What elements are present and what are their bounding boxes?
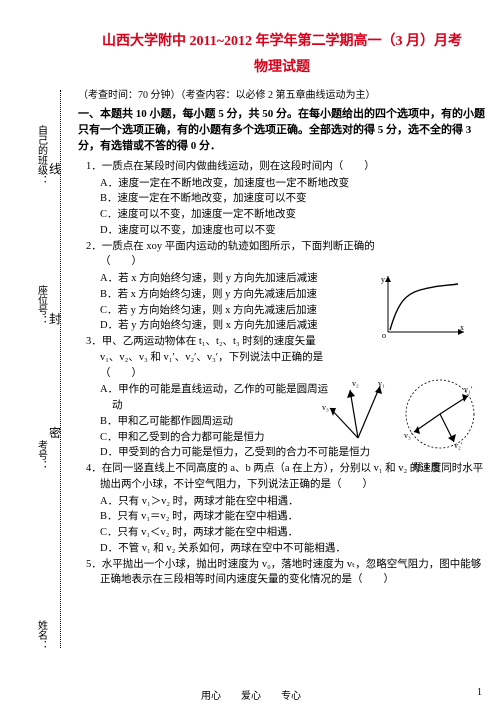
q3-figure: v₁ v₂ v₃ v₁′ v₂′ v₃′ xyxy=(322,370,478,462)
svg-text:v₃′: v₃′ xyxy=(404,431,413,440)
footer-b: 爱心 xyxy=(241,691,261,702)
main-title: 山西大学附中 2011~2012 年学年第二学期高一（3 月）月考 xyxy=(78,30,486,50)
exam-note: （考查时间：70 分钟）（考查内容：以必修 2 第五章曲线运动为主） xyxy=(78,86,486,101)
q1-stem: 1．一质点在某段时间内做曲线运动，则在这段时间内（ ） xyxy=(100,159,486,175)
svg-text:v₁′: v₁′ xyxy=(464,385,473,394)
q1-opt-d: D．速度可以不变，加速度也可以不变 xyxy=(112,223,486,239)
q3-figure-label: 题 3 图 xyxy=(413,460,440,473)
section-heading: 一、本题共 10 小题，每小题 5 分，共 50 分。在每小题给出的四个选项中，… xyxy=(78,107,486,155)
vertical-labels: 自己的班级： 座位号： 考号： 姓名： xyxy=(4,0,54,708)
page-footer: 用心 爱心 专心 1 xyxy=(0,687,502,702)
svg-text:y: y xyxy=(381,275,385,284)
name-label: 姓名： xyxy=(16,610,66,660)
q2-stem: 2．一质点在 xoy 平面内运动的轨迹如图所示，下面判断正确的（ ） xyxy=(100,239,486,271)
q4-opt-c: C．只有 v₁＜v₂ 时，两球才能在空中相遇． xyxy=(112,525,486,541)
svg-text:x: x xyxy=(460,323,464,332)
page-content: 山西大学附中 2011~2012 年学年第二学期高一（3 月）月考 物理试题 （… xyxy=(78,30,486,684)
q4-opt-d: D．不管 v₁ 和 v₂ 关系如何，两球在空中不可能相遇． xyxy=(112,541,486,557)
svg-text:v₃: v₃ xyxy=(322,403,329,412)
page-number: 1 xyxy=(477,687,482,698)
class-label: 自己的班级： xyxy=(16,120,66,190)
q1-opt-c: C．速度可以不变，加速度一定不断地改变 xyxy=(112,207,486,223)
mi-char: 密 xyxy=(48,424,62,441)
footer-a: 用心 xyxy=(201,691,221,702)
q1-opt-b: B．速度一定在不断地改变，加速度可以不变 xyxy=(112,191,486,207)
svg-text:v₁: v₁ xyxy=(378,379,385,388)
svg-text:v₂′: v₂′ xyxy=(454,441,463,450)
svg-text:v₂: v₂ xyxy=(352,379,359,388)
svg-text:o: o xyxy=(382,331,386,340)
binding-margin: 自己的班级： 座位号： 考号： 姓名： 线 封 密 xyxy=(0,0,72,708)
xian-char: 线 xyxy=(48,160,62,177)
feng-char: 封 xyxy=(48,310,62,327)
q1-opt-a: A．速度一定在不断地改变，加速度也一定不断地改变 xyxy=(112,176,486,192)
q2-figure: x y o xyxy=(380,272,468,340)
sub-title: 物理试题 xyxy=(78,56,486,76)
q4-opt-b: B．只有 v₁＝v₂ 时，两球才能在空中相遇． xyxy=(112,509,486,525)
footer-c: 专心 xyxy=(281,691,301,702)
q4-opt-a: A．只有 v₁＞v₂ 时，两球才能在空中相遇． xyxy=(112,494,486,510)
q5-stem: 5．水平抛出一个小球，抛出时速度为 v₀，落地时速度为 vₜ，忽略空气阻力，图中… xyxy=(100,557,486,589)
